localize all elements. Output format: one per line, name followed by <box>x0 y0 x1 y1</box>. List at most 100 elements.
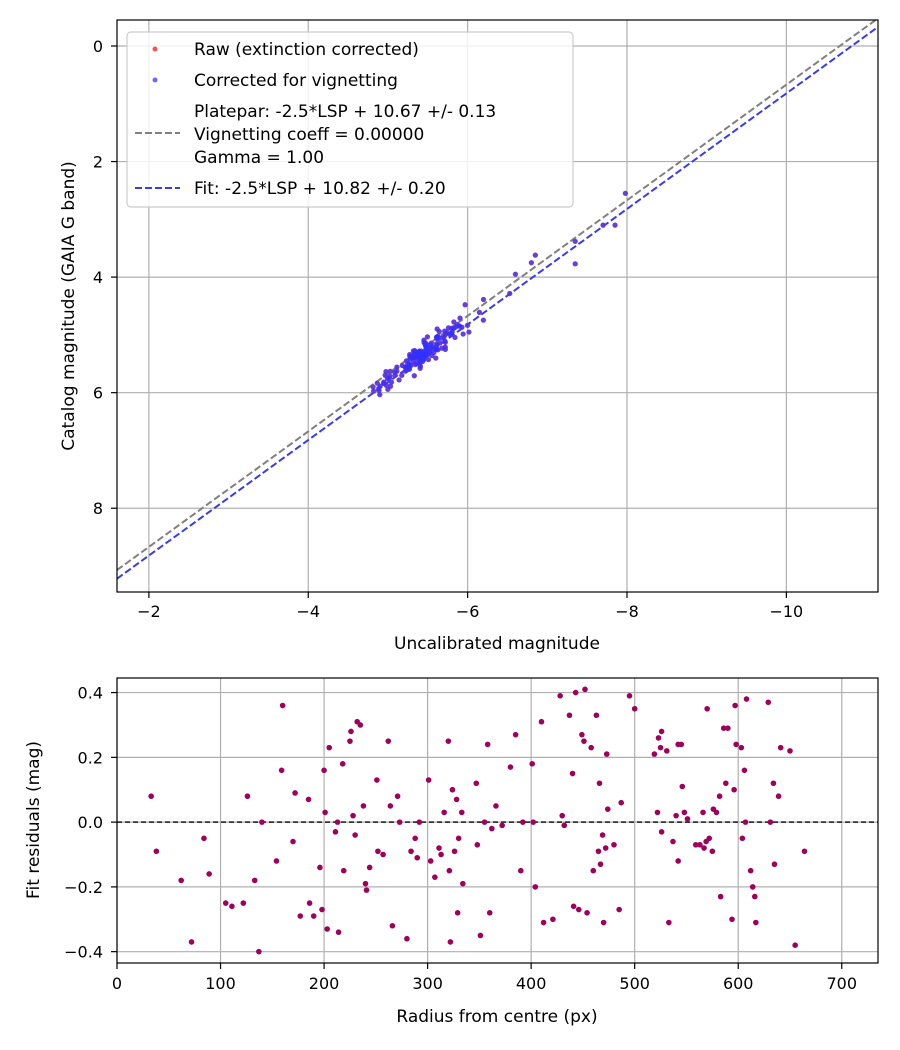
residual-point <box>425 777 432 783</box>
residual-point <box>445 738 452 744</box>
top-y-tick-label: 8 <box>93 499 103 518</box>
corrected-point <box>437 340 443 346</box>
residual-point <box>584 910 590 916</box>
corrected-point <box>411 358 417 365</box>
bottom-x-tick-label: 700 <box>826 974 857 993</box>
residual-point <box>396 819 403 825</box>
top-plot-frame <box>116 19 879 593</box>
residual-point <box>600 919 607 926</box>
residual-point <box>700 809 706 816</box>
corrected-point <box>442 331 448 337</box>
corrected-point <box>454 322 460 328</box>
residual-point <box>326 744 333 751</box>
residual-point <box>678 741 685 748</box>
corrected-point <box>442 339 448 345</box>
residual-point <box>593 712 600 719</box>
residual-point <box>380 851 386 858</box>
corrected-point <box>376 387 382 394</box>
residual-point <box>201 835 207 842</box>
residual-point <box>484 741 491 748</box>
residual-point <box>792 942 798 948</box>
residual-point <box>767 819 774 825</box>
residual-point <box>570 903 577 910</box>
residual-point <box>697 841 703 848</box>
residual-point <box>477 932 484 939</box>
residual-point <box>297 913 304 919</box>
residual-point <box>529 761 535 767</box>
residual-point <box>436 845 442 851</box>
residual-point <box>626 693 633 699</box>
corrected-point <box>386 375 392 381</box>
corrected-point <box>396 377 402 383</box>
residual-point <box>566 712 573 719</box>
bottom-x-tick-label: 200 <box>309 974 340 993</box>
residual-point <box>148 793 154 800</box>
corrected-point <box>387 368 393 374</box>
residual-point <box>279 702 286 709</box>
residual-point <box>532 884 539 890</box>
residual-point <box>222 900 229 906</box>
residual-point <box>278 767 285 774</box>
corrected-point <box>392 369 398 375</box>
residual-point <box>449 786 456 793</box>
residual-point <box>305 796 312 803</box>
top-x-tick-label: −6 <box>456 602 480 621</box>
residual-point <box>681 809 688 816</box>
corrected-point <box>381 380 387 387</box>
residual-point <box>801 848 808 855</box>
residual-point <box>741 767 748 774</box>
bottom-chart: 0 100 200 300 400 500 600 700 −0.4 −0.2 0.0 0.2 0.4… <box>24 677 879 1027</box>
residual-point <box>340 867 347 874</box>
corrected-point <box>377 392 383 398</box>
corrected-point <box>480 296 487 303</box>
corrected-point <box>462 302 468 308</box>
residual-point <box>512 731 519 738</box>
residual-point <box>618 799 625 806</box>
residual-point <box>572 689 579 696</box>
bottom-x-ticks: 0 100 200 300 400 500 600 700 <box>112 963 857 993</box>
bottom-x-tick-label: 600 <box>723 974 754 993</box>
residual-point <box>460 880 466 887</box>
corrected-point <box>507 290 513 297</box>
top-corrected-points <box>370 190 628 398</box>
top-x-tick-label: −10 <box>769 602 803 621</box>
residual-point <box>559 812 566 819</box>
legend-platepar-label: Platepar: -2.5*LSP + 10.67 +/- 0.13 <box>194 102 496 122</box>
residual-point <box>631 705 638 712</box>
residual-point <box>692 841 699 848</box>
residual-point <box>717 893 724 900</box>
residual-point <box>616 906 622 913</box>
corrected-point <box>385 386 391 392</box>
top-x-ticks: −2 −4 −6 −8 −10 <box>137 592 803 621</box>
residual-point <box>729 916 735 923</box>
residual-point <box>743 696 750 702</box>
residual-point <box>486 910 493 916</box>
residual-point <box>240 900 247 906</box>
corrected-point <box>434 326 440 332</box>
residual-point <box>603 751 610 757</box>
corrected-point <box>532 252 538 258</box>
residual-point <box>658 829 665 835</box>
residual-point <box>679 783 686 790</box>
residual-point <box>739 835 746 842</box>
residual-point <box>244 793 251 800</box>
residual-point <box>451 848 458 855</box>
corrected-point <box>399 372 405 378</box>
corrected-point <box>383 368 389 375</box>
corrected-point <box>457 315 463 321</box>
residual-point <box>765 699 772 706</box>
top-line-platepar <box>117 20 878 571</box>
bottom-residual-points <box>148 686 808 955</box>
top-x-tick-label: −4 <box>296 602 320 621</box>
residual-point <box>657 744 664 751</box>
residual-point <box>438 851 444 858</box>
residual-point <box>709 848 716 855</box>
corrected-point <box>411 373 417 379</box>
legend-fit-label: Fit: -2.5*LSP + 10.82 +/- 0.20 <box>194 179 446 199</box>
corrected-point <box>406 365 412 371</box>
residual-point <box>670 838 676 845</box>
legend: Raw (extinction corrected) Corrected for… <box>126 31 574 208</box>
residual-point <box>251 877 258 884</box>
residual-point <box>561 822 568 829</box>
